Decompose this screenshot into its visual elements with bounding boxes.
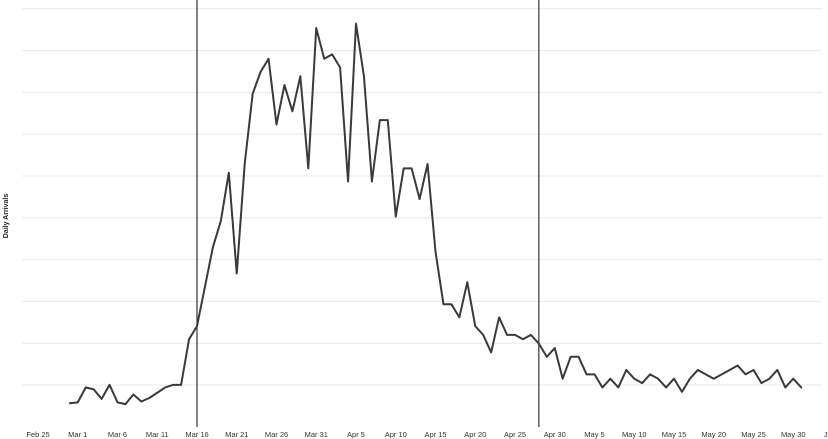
x-tick-label: Mar 26 [265, 430, 288, 439]
reference-lines [196, 0, 540, 427]
x-tick-label: Mar 11 [146, 430, 169, 439]
x-tick-label: May 30 [781, 430, 806, 439]
x-tick-label: May 10 [622, 430, 647, 439]
x-tick-label: Apr 15 [424, 430, 446, 439]
x-tick-label: Mar 21 [225, 430, 248, 439]
y-axis-title: Daily Arrivals [3, 194, 10, 239]
x-tick-label: Apr 30 [544, 430, 566, 439]
x-tick-label: Apr 20 [464, 430, 486, 439]
x-tick-label: Mar 1 [68, 430, 87, 439]
chart-gridlines [22, 8, 822, 386]
x-tick-label: Mar 6 [108, 430, 127, 439]
series-line [68, 22, 803, 406]
x-tick-label: May 15 [662, 430, 687, 439]
x-tick-label: May 25 [741, 430, 766, 439]
x-tick-label: Feb 25 [26, 430, 49, 439]
x-tick-label: May 20 [701, 430, 726, 439]
x-tick-label: Jun 4 [824, 430, 828, 439]
x-tick-label: Mar 31 [305, 430, 328, 439]
x-tick-label: May 5 [584, 430, 604, 439]
x-axis: Feb 25 Mar 1 Mar 6 Mar 11 Mar 16 Mar 21 Mar 26… [26, 430, 828, 439]
x-tick-label: Apr 10 [385, 430, 407, 439]
x-tick-label: Mar 16 [185, 430, 208, 439]
x-tick-label: Apr 25 [504, 430, 526, 439]
x-tick-label: Apr 5 [347, 430, 365, 439]
